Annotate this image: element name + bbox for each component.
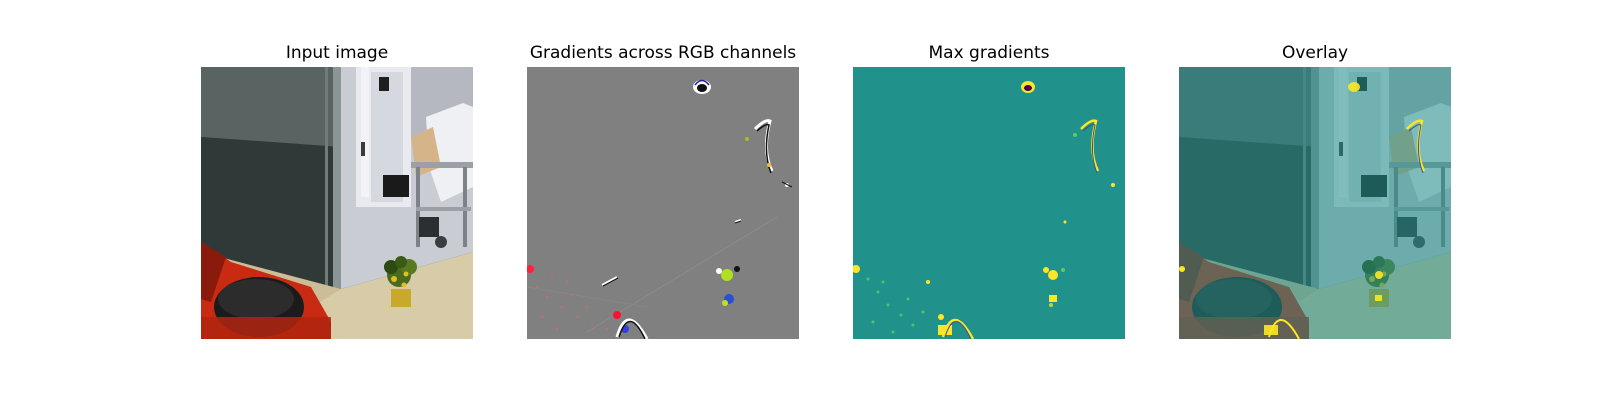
panel-input-image: Input image	[201, 0, 473, 400]
max-gradients-image	[853, 67, 1125, 339]
panel-title: Overlay	[1281, 43, 1349, 63]
panel-title: Input image	[285, 43, 389, 63]
rgb-gradients-image	[527, 67, 799, 339]
panel-title: Gradients across RGB channels	[529, 43, 797, 63]
panel-overlay: Overlay	[1179, 0, 1451, 400]
panel-rgb-gradients: Gradients across RGB channels	[527, 0, 799, 400]
overlay-image	[1179, 67, 1451, 339]
input-image	[201, 67, 473, 339]
panel-title: Max gradients	[928, 43, 1050, 63]
panel-max-gradients: Max gradients	[853, 0, 1125, 400]
